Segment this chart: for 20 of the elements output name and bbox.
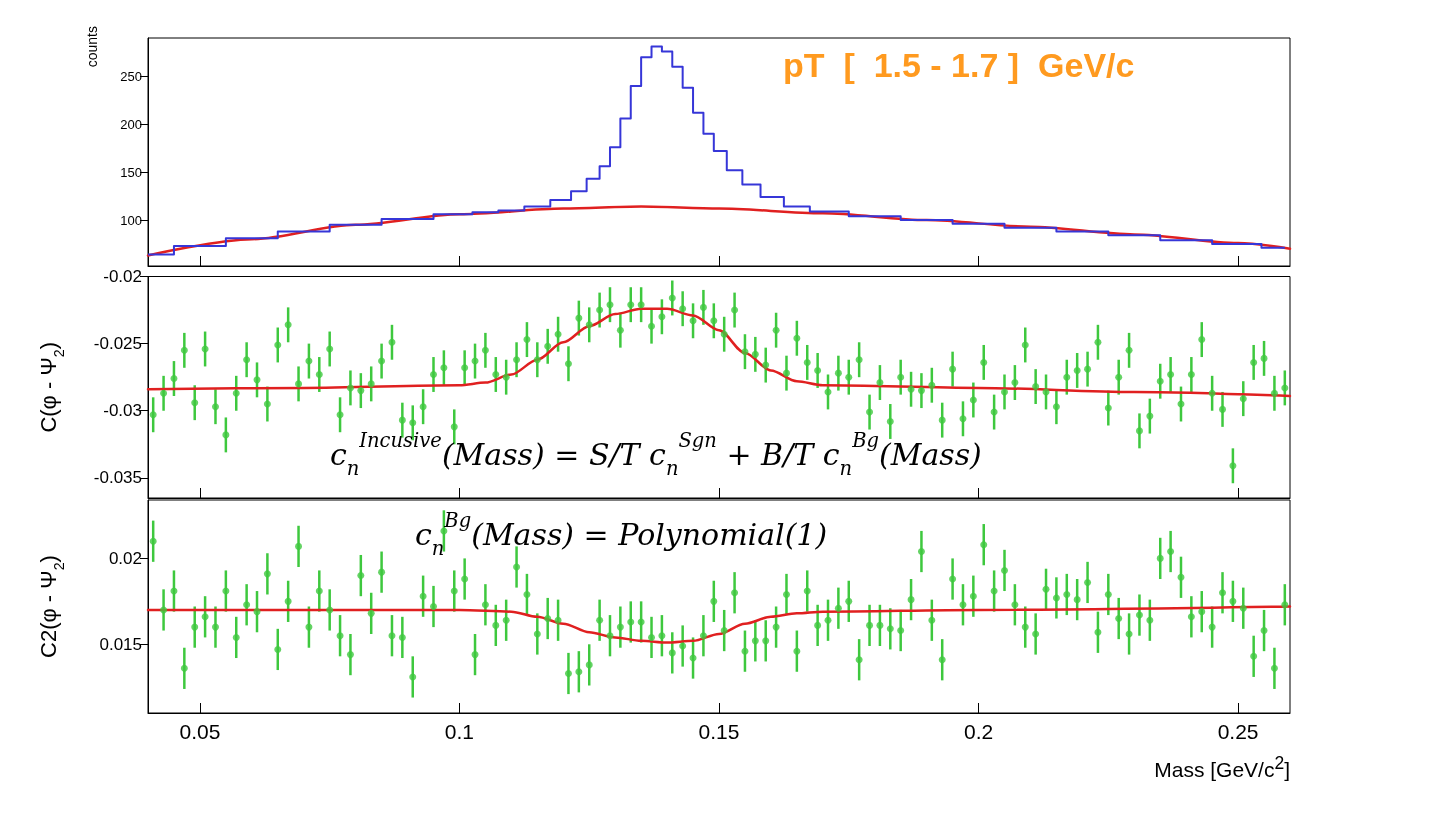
y-tick-label: 0.015 xyxy=(99,634,142,654)
y-axis-title: counts xyxy=(83,26,100,68)
annotation: pT [ 1.5 - 1.7 ] GeV/c xyxy=(783,46,1135,84)
y-tick-label: 0.02 xyxy=(108,548,142,568)
y-tick-label: -0.035 xyxy=(93,468,142,488)
x-tick-label: 0.25 xyxy=(1217,720,1259,743)
y-axis-title: C2(φ - Ψ2) xyxy=(35,555,67,658)
y-tick-label: -0.02 xyxy=(103,267,142,286)
x-tick-label: 0.05 xyxy=(179,720,221,743)
y-tick-label: -0.03 xyxy=(103,401,142,421)
y-tick-label: -0.025 xyxy=(93,334,142,354)
x-axis-title: Mass [GeV/c$^{2}$] xyxy=(1154,753,1290,782)
y-tick-label: 200 xyxy=(120,116,142,132)
y-axis-title: C(φ - Ψ2) xyxy=(35,341,67,433)
x-tick-label: 0.1 xyxy=(444,720,475,743)
x-tick-label: 0.2 xyxy=(963,720,994,743)
y-tick-label: 150 xyxy=(120,164,142,180)
y-tick-label: 100 xyxy=(120,212,142,228)
x-tick-label: 0.15 xyxy=(698,720,740,743)
y-tick-label: 250 xyxy=(120,68,142,84)
